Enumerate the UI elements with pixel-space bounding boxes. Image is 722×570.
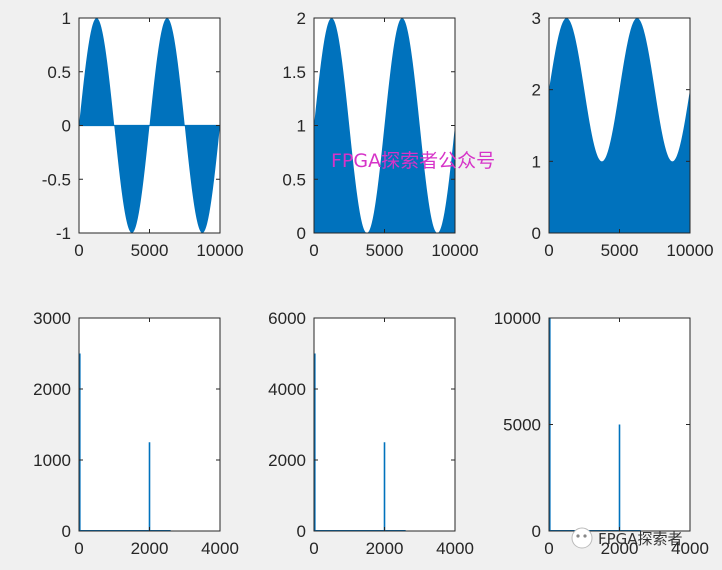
- x-tick-label: 0: [74, 539, 83, 558]
- signal-envelope-fill: [549, 18, 690, 233]
- y-tick-label: 0: [62, 522, 71, 541]
- y-tick-label: 5000: [503, 416, 541, 435]
- signal-envelope-fill: [314, 18, 455, 233]
- x-tick-label: 5000: [131, 241, 169, 260]
- y-tick-label: 2000: [268, 451, 306, 470]
- y-tick-label: 2: [297, 9, 306, 28]
- watermark-badge: FPGA探索者: [571, 527, 683, 549]
- wechat-icon-dot-left: [576, 534, 580, 538]
- x-tick-label: 2000: [366, 539, 404, 558]
- subplot-2: 0 5000 10000 0 0.5 1 1.5 2: [282, 9, 478, 260]
- y-tick-label: 1: [532, 152, 541, 171]
- subplot-5: 0 2000 4000 0 2000 4000 6000: [268, 309, 474, 558]
- x-tick-label: 0: [74, 241, 83, 260]
- x-tick-label: 0: [309, 241, 318, 260]
- x-tick-label: 10000: [196, 241, 243, 260]
- subplot-4: 0 2000 4000 0 1000 2000 3000: [33, 309, 239, 558]
- y-tick-label: -0.5: [42, 170, 71, 189]
- wechat-icon-dot-right: [583, 534, 587, 538]
- y-tick-label: 0: [297, 522, 306, 541]
- y-tick-label: 4000: [268, 380, 306, 399]
- watermark-badge-text: FPGA探索者: [598, 530, 683, 548]
- y-tick-label: 3000: [33, 309, 71, 328]
- watermark-text: FPGA探索者公众号: [331, 150, 495, 172]
- wechat-icon: [571, 527, 593, 549]
- x-tick-label: 0: [544, 539, 553, 558]
- y-tick-label: 0: [532, 224, 541, 243]
- y-tick-label: 0: [532, 522, 541, 541]
- x-tick-label: 2000: [601, 539, 639, 558]
- y-tick-label: 0: [62, 117, 71, 136]
- x-tick-label: 10000: [431, 241, 478, 260]
- y-tick-label: 3: [532, 9, 541, 28]
- y-tick-label: 1: [297, 117, 306, 136]
- y-tick-label: -1: [56, 224, 71, 243]
- subplot-1: 0 5000 10000 -1 -0.5 0 0.5 1: [42, 9, 244, 260]
- y-tick-label: 0.5: [47, 63, 71, 82]
- y-tick-label: 1000: [33, 451, 71, 470]
- subplot-3: 0 5000 10000 0 1 2 3: [532, 9, 714, 260]
- x-tick-label: 2000: [131, 539, 169, 558]
- subplots: 0 5000 10000-1-0.500.510 5000 1000000.511.52…: [33, 9, 713, 558]
- x-tick-label: 10000: [666, 241, 713, 260]
- y-tick-label: 0: [297, 224, 306, 243]
- subplot-6: 0 2000 4000 0 5000 10000: [494, 309, 709, 558]
- y-tick-label: 6000: [268, 309, 306, 328]
- x-tick-label: 0: [544, 241, 553, 260]
- y-tick-label: 1: [62, 9, 71, 28]
- x-tick-label: 5000: [601, 241, 639, 260]
- x-tick-label: 4000: [201, 539, 239, 558]
- x-tick-label: 5000: [366, 241, 404, 260]
- y-tick-label: 2: [532, 81, 541, 100]
- y-tick-label: 2000: [33, 380, 71, 399]
- y-tick-label: 1.5: [282, 63, 306, 82]
- x-tick-label: 0: [309, 539, 318, 558]
- y-tick-label: 10000: [494, 309, 541, 328]
- y-tick-label: 0.5: [282, 170, 306, 189]
- x-tick-label: 4000: [671, 539, 709, 558]
- x-tick-label: 4000: [436, 539, 474, 558]
